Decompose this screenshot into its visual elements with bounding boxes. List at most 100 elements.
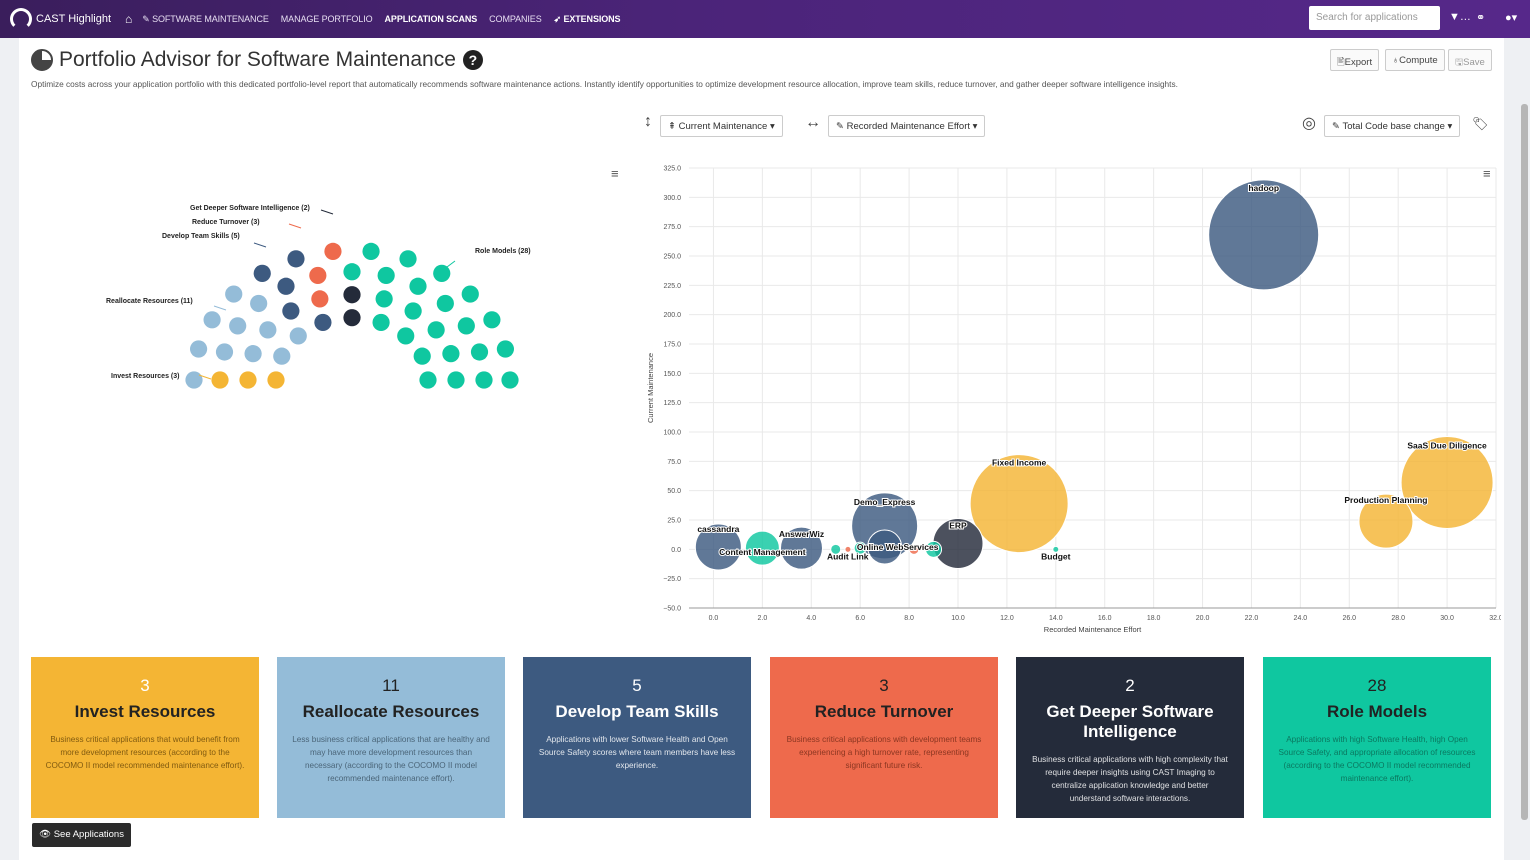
parliament-dot[interactable] (203, 311, 221, 329)
bubble-point[interactable] (1208, 179, 1320, 291)
size-dropdown[interactable]: ✎ Total Code base change ▾ (1324, 115, 1461, 137)
parliament-dot[interactable] (250, 294, 268, 313)
parliament-dot[interactable] (397, 327, 415, 345)
bubble-point[interactable] (694, 523, 742, 571)
home-icon[interactable]: ⌂ (125, 12, 133, 26)
parliament-dot[interactable] (399, 250, 417, 268)
bubble-point[interactable] (969, 454, 1069, 554)
parliament-dot[interactable] (244, 345, 262, 363)
parliament-dot[interactable] (343, 263, 361, 281)
card-role-models[interactable]: 28 Role Models Applications with high So… (1263, 657, 1491, 818)
parliament-dot[interactable] (483, 311, 501, 329)
parliament-dot[interactable] (282, 302, 300, 320)
parliament-dot[interactable] (189, 340, 208, 358)
tag-icon[interactable]: 🏷 (1472, 116, 1489, 131)
see-applications-label: See Applications (53, 829, 124, 840)
bubble-point[interactable] (844, 545, 852, 553)
x-tick-label: 16.0 (1098, 615, 1112, 622)
parliament-label: Role Models (28) (475, 248, 531, 255)
parliament-dot[interactable] (433, 264, 451, 282)
x-tick-label: 10.0 (951, 615, 965, 622)
parliament-dot[interactable] (277, 277, 295, 295)
parliament-dot[interactable] (496, 340, 515, 358)
card-count: 3 (879, 676, 889, 695)
nav-software-maintenance[interactable]: ✎ SOFTWARE MAINTENANCE (142, 13, 269, 24)
bubble-point[interactable] (925, 540, 943, 558)
parliament-dot[interactable] (447, 371, 465, 389)
parliament-dot[interactable] (229, 317, 247, 335)
bubble-point[interactable] (1358, 493, 1414, 549)
parliament-dot[interactable] (309, 266, 327, 285)
parliament-dot[interactable] (185, 371, 203, 389)
card-reduce-turnover[interactable]: 3 Reduce Turnover Business critical appl… (770, 657, 998, 818)
parliament-dot[interactable] (259, 321, 277, 339)
parliament-dot[interactable] (436, 294, 454, 313)
page-scrollbar[interactable] (1521, 104, 1528, 820)
parliament-dot[interactable] (501, 371, 519, 389)
parliament-dot[interactable] (311, 290, 329, 308)
parliament-dot[interactable] (457, 317, 475, 335)
bubble-point[interactable] (853, 541, 867, 555)
bubble-point[interactable] (1052, 545, 1060, 553)
see-applications-button[interactable]: 👁 See Applications (32, 823, 131, 847)
parliament-dot[interactable] (324, 242, 342, 260)
nav-companies[interactable]: COMPANIES (489, 14, 542, 24)
y-axis-dropdown[interactable]: ⇞ Current Maintenance ▾ (660, 115, 783, 137)
parliament-dot[interactable] (461, 285, 479, 303)
export-label: Export (1344, 57, 1373, 68)
parliament-dot[interactable] (253, 264, 271, 282)
parliament-dot[interactable] (375, 290, 393, 308)
nav-manage-portfolio[interactable]: MANAGE PORTFOLIO (280, 14, 373, 24)
parliament-dot[interactable] (442, 345, 460, 363)
x-tick-label: 24.0 (1294, 615, 1308, 622)
parliament-dot[interactable] (427, 321, 445, 339)
brand[interactable]: CAST Highlight (0, 0, 111, 38)
parliament-dot[interactable] (362, 242, 380, 260)
x-tick-label: 30.0 (1440, 615, 1454, 622)
parliament-dot[interactable] (404, 302, 422, 320)
filter-icon[interactable]: ▼… (1449, 11, 1471, 23)
parliament-dot[interactable] (273, 347, 291, 365)
card-get-deeper-intelligence[interactable]: 2 Get Deeper Software Intelligence Busin… (1016, 657, 1244, 818)
parliament-dot[interactable] (343, 309, 361, 327)
bubble-point[interactable] (867, 529, 903, 565)
bubble-point[interactable] (908, 543, 920, 555)
x-axis-dropdown[interactable]: ✎ Recorded Maintenance Effort ▾ (828, 115, 986, 137)
card-develop-team-skills[interactable]: 5 Develop Team Skills Applications with … (523, 657, 751, 818)
compute-button[interactable]: ♁Compute (1385, 49, 1445, 71)
parliament-dot[interactable] (409, 277, 427, 295)
parliament-dot[interactable] (287, 250, 305, 268)
bubble-point[interactable] (830, 543, 842, 555)
save-button[interactable]: 🖫Save (1448, 49, 1492, 71)
nav-extensions[interactable]: ➶ EXTENSIONS (553, 13, 621, 24)
parliament-dot[interactable] (475, 371, 493, 389)
parliament-dot[interactable] (372, 313, 390, 332)
help-icon[interactable]: ? (462, 50, 483, 70)
parliament-dot[interactable] (267, 371, 285, 389)
card-invest-resources[interactable]: 3 Invest Resources Business critical app… (31, 657, 259, 818)
link-icon[interactable]: ⚭ (1476, 12, 1486, 24)
nav-application-scans[interactable]: APPLICATION SCANS (384, 14, 478, 24)
parliament-dot[interactable] (470, 343, 489, 361)
parliament-dot[interactable] (211, 371, 229, 389)
parliament-dot[interactable] (215, 343, 234, 361)
parliament-dot[interactable] (419, 371, 437, 389)
parliament-dot[interactable] (377, 266, 395, 285)
card-reallocate-resources[interactable]: 11 Reallocate Resources Less business cr… (277, 657, 505, 818)
parliament-dot[interactable] (314, 313, 332, 332)
chart-menu-icon[interactable]: ≡ (611, 166, 619, 181)
bubble-point[interactable] (1400, 435, 1494, 529)
bubble-point[interactable] (779, 526, 823, 570)
vertical-arrows-icon: ↕ (644, 113, 652, 130)
user-icon[interactable]: ●▾ (1505, 12, 1518, 24)
bubble-point[interactable] (744, 530, 780, 566)
parliament-dot[interactable] (289, 327, 307, 345)
parliament-dot[interactable] (343, 286, 361, 304)
x-tick-label: 12.0 (1000, 615, 1014, 622)
export-button[interactable]: 🖹Export (1330, 49, 1380, 71)
chart-menu-icon[interactable]: ≡ (1483, 166, 1491, 181)
search-input[interactable]: Search for applications (1309, 6, 1440, 30)
parliament-dot[interactable] (225, 285, 243, 303)
parliament-dot[interactable] (239, 371, 257, 389)
parliament-dot[interactable] (413, 347, 431, 365)
